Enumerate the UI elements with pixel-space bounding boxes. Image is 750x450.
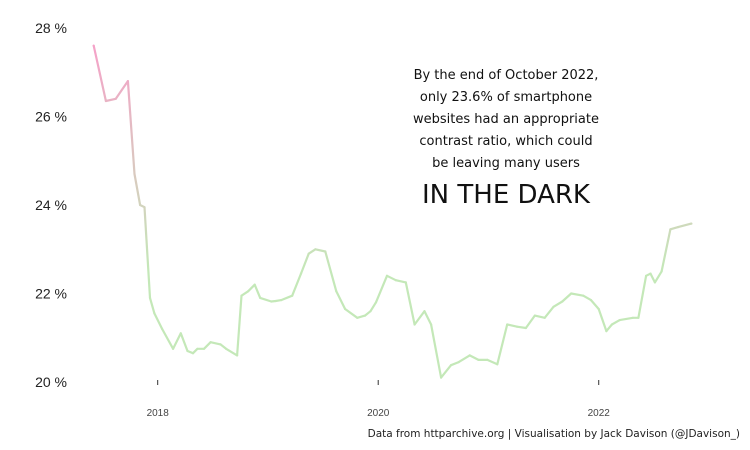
data-point: [486, 358, 489, 361]
data-point: [219, 343, 222, 346]
series-layer: [92, 44, 693, 379]
data-point: [394, 279, 397, 282]
data-point: [516, 325, 519, 328]
data-point: [543, 316, 546, 319]
data-point: [385, 274, 389, 277]
y-axis: 28 % 26 % 24 % 22 % 20 %: [35, 20, 67, 390]
data-point: [247, 290, 250, 293]
data-point: [597, 307, 600, 311]
x-axis: 2018 2020 2022: [147, 380, 611, 419]
data-point: [172, 347, 175, 350]
data-point: [139, 203, 142, 207]
data-point: [324, 250, 327, 253]
data-point: [126, 80, 129, 83]
annotation-line-1: By the end of October 2022,: [414, 68, 599, 83]
data-point: [524, 326, 528, 330]
data-point: [259, 296, 262, 299]
data-point: [236, 354, 239, 357]
data-point: [533, 314, 536, 317]
data-point: [253, 283, 256, 286]
data-point: [186, 349, 189, 353]
data-point: [430, 323, 433, 326]
data-point: [363, 314, 367, 317]
data-point: [114, 97, 117, 100]
data-point: [179, 332, 182, 335]
x-tick-label: 2022: [588, 408, 611, 419]
x-tick-label: 2020: [367, 408, 390, 419]
y-tick-label: 26 %: [35, 109, 67, 125]
y-tick-label: 22 %: [35, 286, 67, 302]
x-tick-label: 2018: [147, 408, 170, 419]
data-point: [610, 323, 614, 326]
data-point: [196, 347, 199, 350]
data-point: [191, 352, 195, 355]
data-point: [561, 300, 564, 303]
annotation: By the end of October 2022, only 23.6% o…: [413, 68, 599, 210]
annotation-line-4: contrast ratio, which could: [419, 134, 592, 149]
data-point: [153, 312, 156, 315]
data-point: [104, 99, 107, 103]
data-point: [477, 358, 480, 361]
data-point: [589, 299, 593, 302]
data-point: [202, 347, 206, 350]
data-point: [618, 319, 621, 322]
y-tick-label: 28 %: [35, 20, 67, 36]
source-caption: Data from httparchive.org | Visualisatio…: [368, 428, 740, 440]
data-point: [637, 316, 640, 319]
data-point: [143, 206, 146, 209]
data-point: [423, 310, 426, 313]
data-point: [374, 301, 378, 304]
data-point: [449, 364, 453, 367]
data-point: [552, 305, 555, 308]
data-point: [314, 248, 317, 251]
data-point: [356, 316, 359, 319]
data-point: [660, 270, 663, 273]
data-point: [440, 376, 443, 379]
y-tick-label: 20 %: [35, 374, 67, 390]
series-line: [92, 44, 693, 379]
data-point: [570, 292, 573, 295]
data-point: [506, 323, 509, 326]
data-point: [274, 299, 277, 303]
data-point: [225, 347, 228, 350]
annotation-headline: IN THE DARK: [422, 180, 591, 210]
data-point: [605, 330, 608, 333]
data-point: [148, 296, 152, 299]
data-point: [468, 354, 471, 357]
data-point: [161, 327, 164, 330]
data-point: [645, 274, 648, 277]
data-point: [669, 228, 672, 231]
data-point: [280, 299, 283, 302]
data-point: [209, 341, 212, 344]
data-point: [240, 294, 243, 297]
data-point: [307, 252, 310, 255]
data-point: [690, 222, 693, 225]
data-point: [413, 323, 416, 326]
annotation-line-2: only 23.6% of smartphone: [420, 90, 592, 105]
y-tick-label: 24 %: [35, 197, 67, 213]
data-point: [92, 44, 95, 47]
data-point: [649, 272, 652, 275]
data-point: [344, 307, 347, 311]
annotation-line-5: be leaving many users: [432, 156, 580, 171]
data-point: [335, 290, 338, 293]
data-point: [653, 281, 657, 284]
data-point: [270, 300, 273, 303]
data-point: [404, 281, 407, 284]
data-point: [631, 316, 635, 319]
data-point: [133, 172, 136, 176]
data-point: [582, 294, 585, 297]
data-point: [677, 226, 680, 229]
data-point: [457, 361, 460, 364]
data-point: [496, 363, 499, 366]
data-point: [291, 294, 294, 297]
annotation-line-3: websites had an appropriate: [413, 112, 599, 127]
data-point: [299, 272, 303, 275]
data-point: [369, 310, 372, 313]
